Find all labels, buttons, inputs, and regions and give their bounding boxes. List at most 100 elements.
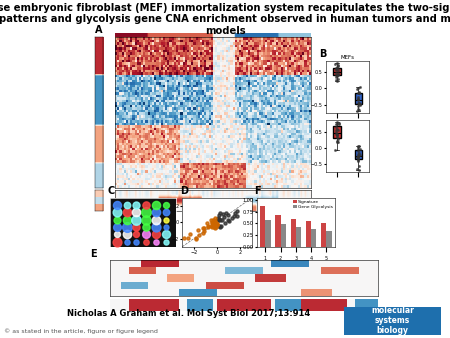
Point <box>184 236 192 241</box>
Point <box>214 217 221 222</box>
Point <box>334 135 341 140</box>
Point <box>123 224 130 230</box>
Point <box>334 62 341 67</box>
Point <box>333 66 340 71</box>
Point <box>334 66 341 72</box>
Point <box>193 235 200 241</box>
PathPatch shape <box>355 150 362 160</box>
Point <box>332 147 339 152</box>
Point <box>215 217 222 223</box>
Point <box>334 140 342 145</box>
Point <box>333 121 341 127</box>
Point <box>214 217 221 223</box>
Point <box>333 73 341 79</box>
Point <box>221 220 229 225</box>
Point <box>209 221 216 226</box>
Bar <box>311 229 316 247</box>
Point <box>334 71 341 76</box>
Point <box>195 232 203 238</box>
Point <box>143 217 150 222</box>
Point <box>333 126 340 132</box>
Point <box>354 97 361 102</box>
Bar <box>281 224 286 247</box>
Point <box>203 220 210 225</box>
Point <box>204 224 212 229</box>
Bar <box>266 220 271 247</box>
Point <box>211 224 218 230</box>
Point <box>212 218 219 223</box>
Point <box>355 157 362 162</box>
Point <box>355 151 362 156</box>
Point <box>209 218 216 223</box>
Point <box>355 158 362 164</box>
Point <box>218 217 225 223</box>
Point <box>354 95 361 100</box>
Point <box>216 210 223 216</box>
Point <box>354 86 361 91</box>
Point <box>123 232 130 237</box>
Point <box>212 215 219 220</box>
Text: B: B <box>320 49 327 59</box>
Point <box>162 232 169 237</box>
Point <box>333 120 341 125</box>
Point <box>113 239 121 245</box>
Point <box>152 224 160 230</box>
Point <box>335 121 342 126</box>
Point <box>113 202 121 208</box>
Point <box>356 101 364 107</box>
Point <box>204 224 212 229</box>
Bar <box>326 231 332 247</box>
Text: molecular
systems
biology: molecular systems biology <box>371 306 414 336</box>
Bar <box>260 206 265 247</box>
Point <box>200 226 207 231</box>
Point <box>213 220 220 225</box>
Point <box>355 100 362 105</box>
Point <box>355 106 362 112</box>
Point <box>212 225 219 231</box>
Point <box>229 215 236 220</box>
Point <box>354 148 361 153</box>
Point <box>215 216 222 221</box>
Point <box>213 221 220 226</box>
Point <box>216 225 224 230</box>
Point <box>210 223 217 228</box>
Point <box>356 152 363 158</box>
Point <box>162 202 169 208</box>
Point <box>355 144 362 149</box>
Point <box>355 91 362 96</box>
Point <box>113 232 121 237</box>
Point <box>220 215 228 220</box>
Point <box>215 213 222 218</box>
Bar <box>296 227 301 247</box>
Point <box>113 210 121 215</box>
Bar <box>321 223 326 247</box>
Point <box>234 213 241 219</box>
Point <box>133 224 140 230</box>
Point <box>216 223 223 228</box>
Point <box>354 155 361 160</box>
Point <box>355 144 362 149</box>
Point <box>199 230 207 236</box>
Point <box>215 217 222 222</box>
Text: A mouse embryonic fibroblast (MEF) immortalization system recapitulates the two-: A mouse embryonic fibroblast (MEF) immor… <box>0 3 450 36</box>
Point <box>334 136 342 142</box>
Point <box>353 86 360 92</box>
Point <box>333 139 341 144</box>
Point <box>209 221 216 226</box>
PathPatch shape <box>333 68 341 75</box>
Point <box>210 217 217 223</box>
Point <box>143 224 150 230</box>
Point <box>335 120 342 125</box>
Point <box>334 69 342 74</box>
Point <box>216 217 223 223</box>
Point <box>334 127 341 133</box>
Point <box>213 223 220 228</box>
Point <box>152 202 160 208</box>
Point <box>356 146 364 151</box>
Point <box>355 156 362 162</box>
PathPatch shape <box>333 126 341 138</box>
Point <box>220 211 227 216</box>
Point <box>201 225 208 231</box>
Point <box>212 220 219 226</box>
Point <box>143 232 150 237</box>
